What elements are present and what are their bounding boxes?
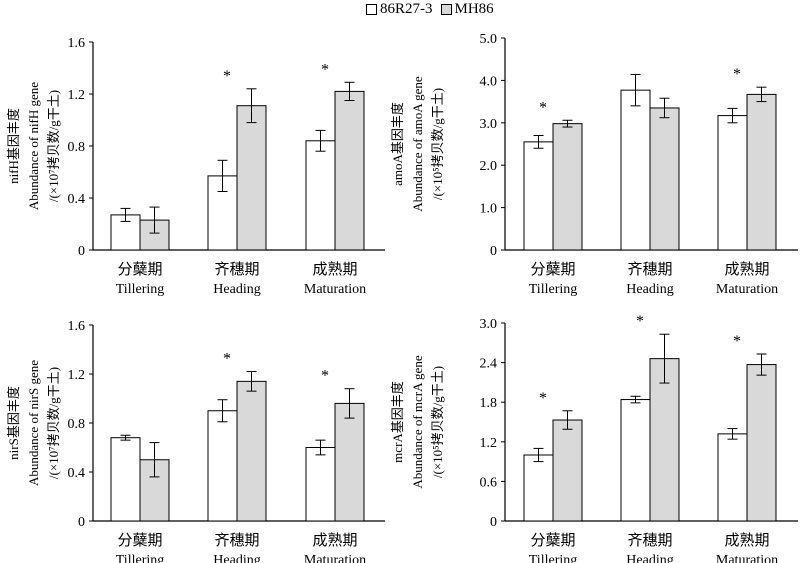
y-tick-label: 0 — [78, 244, 85, 259]
significance-mark: * — [223, 351, 231, 368]
y-axis-label-line-2: Abundance of amoA gene — [410, 76, 425, 212]
x-tick-label-zh: 齐穗期 — [214, 532, 259, 549]
x-tick-label-en: Heading — [213, 282, 260, 297]
y-tick-label: 0 — [78, 515, 85, 530]
y-axis-label-line-1: nifH基因丰度 — [6, 108, 21, 184]
y-tick-label: 1.2 — [68, 88, 86, 103]
significance-mark: * — [636, 313, 644, 330]
x-tick-label-en: Maturation — [304, 282, 366, 297]
bar-mh86 — [552, 419, 583, 522]
bar-86r27-3 — [523, 454, 554, 522]
x-tick-label-zh: 分蘖期 — [117, 532, 162, 549]
y-tick-label: 0 — [490, 244, 497, 259]
y-tick-label: 2.4 — [480, 357, 498, 372]
y-tick-label: 3.0 — [480, 117, 498, 132]
x-tick-label-en: Maturation — [716, 553, 778, 563]
bar-86r27-3 — [717, 115, 748, 251]
bar-86r27-3 — [620, 89, 651, 251]
y-tick-label: 0.4 — [68, 192, 86, 207]
y-tick-label: 0.8 — [68, 417, 86, 432]
significance-mark: * — [733, 66, 741, 83]
x-tick-label-zh: 成熟期 — [724, 261, 769, 278]
y-axis-label-line-2: Abundance of nifH gene — [26, 82, 41, 210]
x-tick-label-en: Heading — [626, 282, 673, 297]
bar-mh86 — [236, 380, 267, 522]
significance-mark: * — [539, 99, 547, 116]
x-tick-label-en: Tillering — [529, 553, 578, 563]
y-tick-label: 1.6 — [68, 36, 86, 51]
y-tick-label: 0.6 — [480, 475, 498, 490]
y-tick-label: 0.4 — [68, 466, 86, 481]
y-axis-label-line-3: /(×10⁵拷贝数/g干土) — [430, 88, 445, 200]
x-tick-label-zh: 齐穗期 — [627, 261, 672, 278]
x-tick-label-en: Tillering — [116, 553, 165, 563]
bar-86r27-3 — [717, 433, 748, 522]
bar-mh86 — [334, 402, 365, 522]
y-axis-label-line-3: /(×10⁵拷贝数/g干土) — [430, 366, 445, 478]
legend-label-mh86: MH86 — [454, 0, 494, 17]
y-axis-label-line-2: Abundance of nirS gene — [26, 360, 41, 486]
x-tick-label-zh: 成熟期 — [724, 532, 769, 549]
chart-panel-1: 0 0.4 0.8 1.2 1.6 nifH基因丰度 Abundance of nifH g… — [6, 36, 385, 297]
chart-panel-2: 0 1.0 2.0 3.0 4.0 5.0 amoA基因丰度 Abundance of amo… — [390, 32, 798, 297]
bar-mh86 — [649, 358, 680, 522]
legend-swatch-86r27-3 — [366, 3, 377, 15]
bar-86r27-3 — [305, 140, 336, 251]
y-tick-label: 1.2 — [480, 436, 498, 451]
chart-panel-3: 0 0.4 0.8 1.2 1.6 nirS基因丰度 Abundance of nirS g… — [6, 319, 385, 563]
bar-mh86 — [334, 90, 365, 251]
bar-86r27-3 — [620, 399, 651, 522]
significance-mark: * — [539, 390, 547, 407]
y-tick-label: 1.8 — [480, 396, 498, 411]
x-tick-label-en: Heading — [213, 553, 260, 563]
x-tick-label-en: Heading — [626, 553, 673, 563]
y-tick-label: 1.0 — [480, 202, 498, 217]
y-tick-label: 0.8 — [68, 140, 86, 155]
x-tick-label-en: Maturation — [304, 553, 366, 563]
legend: 86R27-3 MH86 — [366, 0, 502, 18]
legend-item-mh86: MH86 — [440, 0, 494, 18]
x-tick-label-en: Tillering — [529, 282, 578, 297]
y-tick-label: 1.2 — [68, 368, 86, 383]
bar-86r27-3 — [207, 410, 238, 522]
x-tick-label-zh: 分蘖期 — [530, 532, 575, 549]
bar-86r27-3 — [305, 447, 336, 522]
y-tick-label: 4.0 — [480, 74, 498, 89]
bar-mh86 — [552, 123, 583, 251]
y-axis-label-line-2: Abundance of mcrA gene — [410, 355, 425, 488]
significance-mark: * — [321, 368, 329, 385]
y-axis-label-line-3: /(×10⁷拷贝数/g干土) — [46, 367, 61, 479]
legend-item-86r27-3: 86R27-3 — [366, 1, 433, 18]
x-tick-label-en: Maturation — [716, 282, 778, 297]
bar-mh86 — [746, 364, 777, 522]
y-axis-label-line-1: amoA基因丰度 — [390, 102, 405, 186]
x-tick-label-zh: 成熟期 — [312, 532, 357, 549]
y-tick-label: 2.0 — [480, 159, 498, 174]
y-tick-label: 3.0 — [480, 317, 498, 332]
x-tick-label-zh: 分蘖期 — [530, 261, 575, 278]
y-tick-label: 5.0 — [480, 32, 498, 47]
bar-86r27-3 — [523, 141, 554, 251]
x-tick-label-zh: 成熟期 — [312, 261, 357, 278]
y-axis-label-line-3: /(×10⁷拷贝数/g干土) — [46, 90, 61, 202]
legend-label-86r27-3: 86R27-3 — [380, 0, 433, 17]
y-axis-label-line-1: nirS基因丰度 — [6, 386, 21, 460]
significance-mark: * — [223, 68, 231, 85]
bar-mh86 — [649, 107, 680, 251]
significance-mark: * — [321, 61, 329, 78]
chart-panel-4: 0 0.6 1.2 1.8 2.4 3.0 mcrA基因丰度 Abundance of mcr… — [390, 313, 798, 563]
x-tick-label-zh: 齐穗期 — [627, 532, 672, 549]
legend-swatch-mh86 — [440, 3, 452, 15]
x-tick-label-en: Tillering — [116, 282, 165, 297]
x-tick-label-zh: 齐穗期 — [214, 261, 259, 278]
bar-mh86 — [236, 105, 267, 251]
y-axis-label-line-1: mcrA基因丰度 — [390, 381, 405, 463]
bar-86r27-3 — [110, 437, 141, 522]
bar-mh86 — [746, 93, 777, 251]
x-tick-label-zh: 分蘖期 — [117, 261, 162, 278]
y-tick-label: 0 — [490, 515, 497, 530]
significance-mark: * — [733, 333, 741, 350]
y-tick-label: 1.6 — [68, 319, 86, 334]
